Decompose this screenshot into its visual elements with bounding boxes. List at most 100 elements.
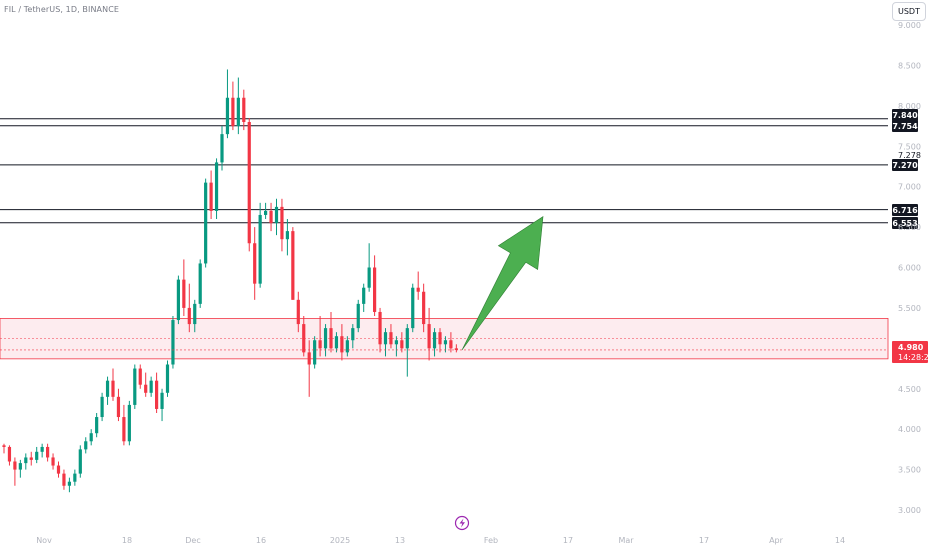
candle-body	[438, 332, 442, 345]
candle-body	[144, 384, 148, 393]
candle-body	[247, 122, 251, 244]
candle-body	[29, 457, 33, 460]
candle-body	[73, 473, 77, 482]
candle-body	[389, 332, 393, 345]
candle-body	[405, 328, 409, 349]
price-tick-label: 4.000	[898, 425, 921, 434]
time-tick-label: 17	[699, 536, 709, 545]
price-tick-label: 5.500	[898, 304, 921, 313]
level-tag	[892, 217, 918, 229]
candle-body	[318, 340, 322, 349]
candle-body	[51, 457, 55, 466]
candle-body	[383, 332, 388, 345]
level-tag	[892, 159, 918, 171]
price-tick-label: 7.000	[898, 183, 921, 192]
price-axis[interactable]: 3.0003.5004.0004.5005.0005.5006.0006.500…	[892, 21, 932, 515]
candle-body	[35, 451, 39, 460]
candle-body	[7, 446, 12, 462]
time-tick-label: 2025	[330, 536, 350, 545]
candle-body	[133, 368, 137, 405]
candle-body	[95, 417, 99, 434]
candle-body	[334, 336, 339, 349]
level-tag	[892, 109, 918, 121]
projection-arrow[interactable]	[461, 216, 544, 351]
time-tick-label: Feb	[484, 536, 498, 545]
chart-title: FIL / TetherUS, 1D, BINANCE	[4, 5, 120, 14]
candle-body	[264, 210, 268, 215]
candle-body	[454, 348, 458, 350]
candle-body	[40, 446, 44, 452]
candle-body	[24, 457, 28, 464]
price-tick-label: 6.000	[898, 264, 921, 273]
candle-body	[127, 404, 131, 442]
candle-body	[171, 320, 175, 365]
candle-body	[236, 97, 240, 127]
candle-body	[242, 97, 246, 123]
candle-body	[176, 279, 180, 321]
candle-body	[84, 441, 88, 450]
candle-body	[345, 340, 349, 353]
candle-body	[285, 231, 289, 240]
candle-body	[253, 243, 257, 284]
candle-body	[296, 299, 300, 325]
candle-body	[280, 206, 284, 240]
candle-body	[122, 417, 126, 442]
candle-body	[307, 352, 311, 365]
horizontal-levels: 7.840 7.754 7.270 6.716 6.553 7.278	[0, 109, 921, 229]
time-tick-label: 13	[395, 536, 405, 545]
candles	[2, 69, 458, 493]
candle-body	[198, 263, 202, 304]
candle-body	[149, 380, 153, 393]
candle-body	[214, 162, 219, 211]
candle-body	[329, 328, 333, 349]
candle-body	[291, 231, 295, 300]
candle-body	[373, 267, 377, 312]
candle-body	[367, 267, 371, 288]
time-axis[interactable]: Nov 18 Dec 16 2025 13 Feb 17 Mar 17 Apr 14	[36, 536, 845, 545]
candle-body	[231, 97, 235, 127]
candle-body	[209, 182, 213, 211]
candle-body	[340, 336, 344, 353]
candle-body	[78, 449, 82, 474]
price-tick-label: 8.000	[898, 102, 921, 111]
candle-body	[165, 364, 170, 393]
candle-body	[46, 446, 50, 458]
candle-body	[13, 461, 17, 470]
candle-body	[67, 481, 71, 486]
candle-body	[193, 303, 197, 325]
candle-body	[443, 340, 448, 345]
level-tag	[892, 120, 918, 132]
candle-body	[427, 324, 431, 349]
candle-body	[302, 324, 306, 353]
time-tick-label: Dec	[185, 536, 200, 545]
flash-icon-ring	[454, 515, 470, 531]
countdown-label: 14:28:29	[898, 353, 932, 362]
price-tick-label: 6.500	[898, 223, 921, 232]
price-tick-label: 4.500	[898, 385, 921, 394]
candle-body	[100, 396, 104, 418]
candle-body	[411, 287, 415, 329]
candle-body	[400, 340, 404, 349]
candle-body	[362, 287, 366, 304]
candle-body	[160, 392, 164, 409]
candle-body	[356, 303, 360, 329]
level-label: 7.754	[892, 122, 918, 131]
candle-body	[313, 340, 317, 365]
price-tick-label: 8.500	[898, 61, 921, 70]
level-label: 7.270	[892, 161, 918, 170]
flash-icon[interactable]	[454, 515, 470, 531]
candle-body	[111, 380, 115, 397]
candle-body	[432, 332, 437, 349]
candle-body	[220, 134, 224, 163]
price-label-7278: 7.278	[898, 151, 921, 160]
candle-body	[105, 380, 110, 397]
current-price-tag	[892, 340, 928, 363]
candle-body	[155, 380, 159, 409]
current-price-label: 4.980	[898, 343, 924, 352]
time-tick-label: 14	[835, 536, 845, 545]
price-tick-label: 3.000	[898, 506, 921, 515]
candle-body	[274, 206, 279, 224]
currency-button[interactable]: USDT	[892, 2, 926, 21]
candle-body	[182, 279, 186, 308]
